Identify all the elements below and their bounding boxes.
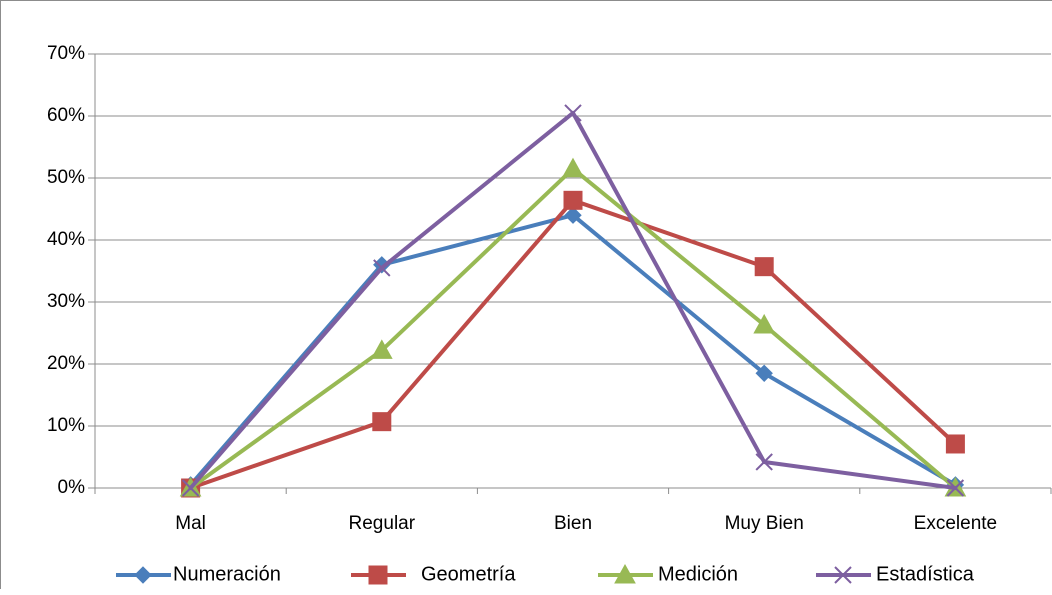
series-line — [188, 198, 958, 490]
data-point-marker — [755, 364, 773, 383]
gridlines — [95, 53, 1051, 427]
y-tick-label: 70% — [47, 43, 85, 64]
data-point-marker — [373, 259, 391, 277]
data-point-marker — [946, 479, 965, 497]
x-tick-label: Excelente — [914, 513, 997, 534]
x-tick-label: Muy Bien — [725, 513, 804, 534]
legend-item: Medición — [598, 563, 738, 585]
legend-item: Numeración — [116, 563, 281, 585]
x-tick-label: Regular — [349, 513, 416, 534]
y-axis-tick-labels: 0% 10% 20% 30% 40% 50% 60% 70% — [47, 43, 85, 498]
legend-label: Numeración — [173, 563, 281, 585]
legend-label: Geometría — [421, 563, 516, 585]
x-axis-tick-labels: Mal Regular Bien Muy Bien Excelente — [175, 513, 997, 534]
legend-label: Estadística — [876, 563, 975, 585]
y-tick-label: 50% — [47, 167, 85, 188]
y-tick-label: 30% — [47, 291, 85, 312]
legend-label: Medición — [658, 563, 738, 585]
data-point-marker — [754, 257, 774, 277]
data-point-marker — [564, 104, 582, 122]
series-3 — [181, 104, 965, 497]
series-line — [188, 213, 958, 487]
legend: Numeración Geometría Medición Estadística — [116, 563, 975, 585]
series-1 — [181, 190, 965, 498]
legend-marker — [834, 566, 852, 584]
data-point-marker — [563, 190, 583, 210]
data-point-marker — [181, 479, 200, 497]
legend-item: Geometría — [351, 563, 516, 585]
series-lines — [179, 104, 967, 498]
y-tick-label: 10% — [47, 415, 85, 436]
data-point-marker — [755, 453, 773, 471]
legend-marker — [614, 563, 636, 584]
data-point-marker — [372, 412, 392, 432]
y-tick-label: 20% — [47, 353, 85, 374]
x-tick-label: Mal — [175, 513, 206, 534]
data-point-marker — [753, 313, 776, 334]
legend-marker — [368, 565, 388, 585]
y-tick-label: 40% — [47, 229, 85, 250]
y-tick-label: 60% — [47, 105, 85, 126]
data-point-marker — [564, 206, 582, 224]
data-point-marker — [945, 434, 965, 454]
legend-marker — [134, 566, 152, 584]
y-tick-label: 0% — [58, 477, 86, 498]
x-tick-label: Bien — [554, 513, 592, 534]
legend-item: Estadística — [816, 563, 975, 585]
data-point-marker — [370, 339, 393, 359]
axes — [88, 53, 1052, 494]
data-point-marker — [562, 157, 584, 178]
